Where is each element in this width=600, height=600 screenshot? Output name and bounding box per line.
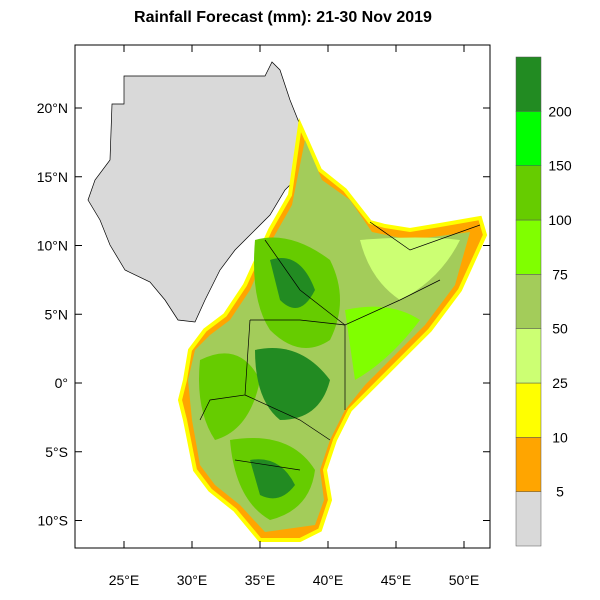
y-tick-label: 5°S bbox=[45, 444, 68, 460]
colorbar: 5 10 25 50 75 100 150 200 bbox=[515, 56, 572, 547]
x-tick-label: 35°E bbox=[245, 572, 276, 588]
colorbar-label: 200 bbox=[548, 103, 572, 119]
rain-patch bbox=[255, 348, 330, 420]
land bbox=[87, 61, 488, 542]
colorbar-label: 5 bbox=[556, 484, 564, 500]
rain-patch bbox=[270, 258, 315, 308]
colorbar-swatch bbox=[515, 56, 542, 112]
colorbar-swatch bbox=[515, 165, 542, 221]
colorbar-label: 25 bbox=[552, 375, 568, 391]
x-tick-label: 40°E bbox=[313, 572, 344, 588]
y-tick-label: 15°N bbox=[37, 169, 68, 185]
colorbar-swatch bbox=[515, 382, 542, 438]
colorbar-swatch bbox=[515, 274, 542, 329]
colorbar-label: 10 bbox=[552, 429, 568, 445]
y-tick-label: 10°S bbox=[37, 513, 68, 529]
x-tick-label: 50°E bbox=[449, 572, 480, 588]
y-tick-label: 0° bbox=[55, 375, 68, 391]
y-tick-label: 20°N bbox=[37, 100, 68, 116]
y-tick-label: 10°N bbox=[37, 238, 68, 254]
colorbar-label: 50 bbox=[552, 321, 568, 337]
x-tick-label: 25°E bbox=[109, 572, 140, 588]
colorbar-swatch bbox=[515, 437, 542, 492]
sudan-region bbox=[87, 61, 313, 323]
x-tick-label: 30°E bbox=[177, 572, 208, 588]
y-tick-label: 5°N bbox=[45, 306, 69, 322]
colorbar-label: 75 bbox=[552, 266, 568, 282]
colorbar-swatch bbox=[515, 491, 542, 547]
rain-patch bbox=[250, 459, 295, 499]
rain-patch bbox=[199, 353, 260, 440]
x-axis: 25°E 30°E 35°E 40°E 45°E 50°E bbox=[109, 45, 480, 588]
country-borders bbox=[199, 221, 481, 471]
y-axis: 20°N 15°N 10°N 5°N 0° 5°S 10°S bbox=[37, 100, 490, 529]
colorbar-swatch bbox=[515, 111, 542, 166]
colorbar-label: 150 bbox=[548, 158, 572, 174]
rain-patch bbox=[345, 306, 420, 380]
x-tick-label: 45°E bbox=[381, 572, 412, 588]
colorbar-swatch bbox=[515, 219, 542, 275]
colorbar-label: 100 bbox=[548, 212, 572, 228]
rain-patch bbox=[360, 237, 460, 300]
map-title: Rainfall Forecast (mm): 21-30 Nov 2019 bbox=[134, 9, 432, 26]
colorbar-swatch bbox=[515, 328, 542, 384]
